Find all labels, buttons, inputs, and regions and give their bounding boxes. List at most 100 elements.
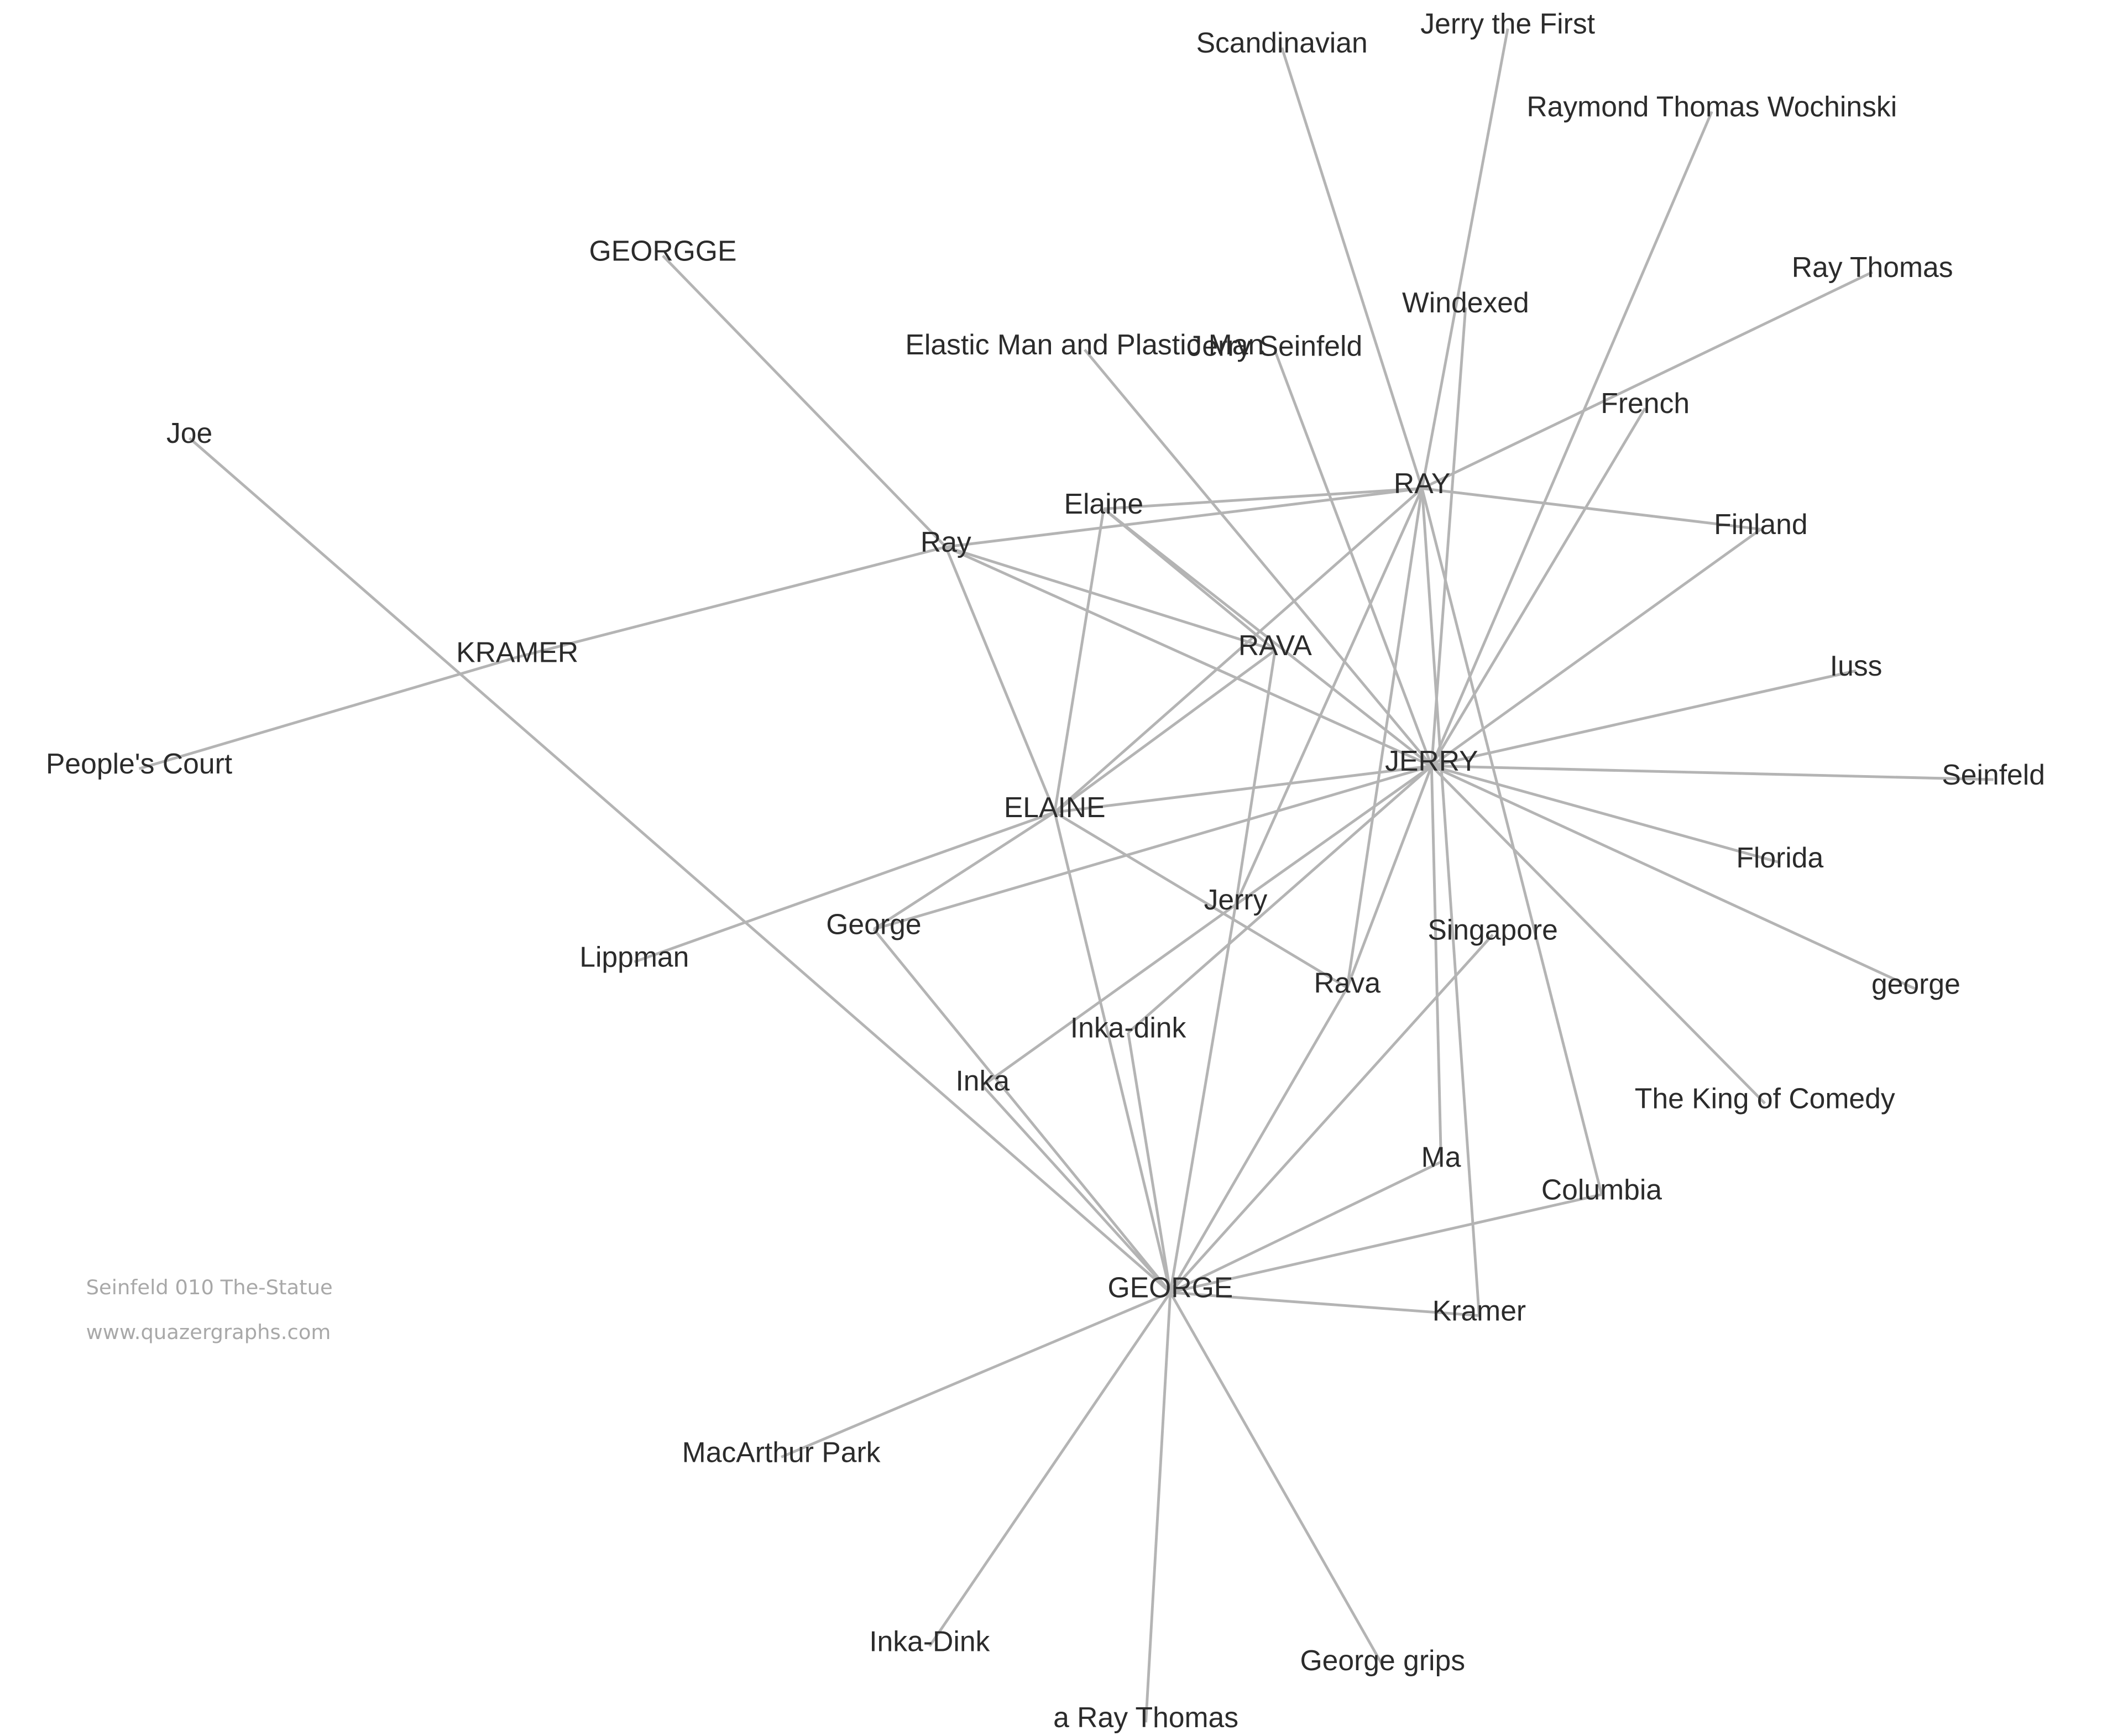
node-label: Finland: [1714, 508, 1807, 540]
node-label: Ray: [921, 526, 971, 558]
edge: [1235, 765, 1432, 906]
edge: [1104, 487, 1423, 510]
edge: [1144, 1292, 1172, 1723]
edge: [1053, 812, 1172, 1293]
edge: [1431, 764, 1994, 781]
node-label: Florida: [1736, 841, 1823, 874]
node-label: Ray Thomas: [1792, 251, 1953, 283]
edge: [1170, 1193, 1602, 1294]
edge: [1346, 765, 1433, 989]
edge: [1280, 47, 1424, 489]
edge: [1420, 28, 1509, 489]
nodes: Scandinavian Jerry the First Raymond Thoma…: [46, 7, 2045, 1733]
node-label: GEORGE: [1107, 1272, 1233, 1304]
node-label: MacArthur Park: [682, 1436, 881, 1468]
node-label: Kramer: [1432, 1294, 1526, 1326]
edge: [1430, 528, 1762, 767]
edge: [1169, 904, 1237, 1293]
node-label: GEORGGE: [589, 234, 737, 266]
edge: [1170, 1291, 1479, 1317]
edge: [1431, 765, 1780, 864]
node-label: Lippman: [579, 941, 689, 973]
edge: [189, 437, 1172, 1294]
edge: [1054, 649, 1276, 814]
edge: [872, 928, 1172, 1294]
node-label: Elaine: [1064, 488, 1143, 520]
edge: [1430, 766, 1443, 1162]
edge: [138, 656, 518, 770]
edge: [873, 811, 1056, 930]
edge: [1431, 765, 1917, 991]
node-label: RAVA: [1238, 629, 1313, 661]
node-label: Inka-dink: [1070, 1011, 1186, 1043]
edge: [945, 546, 1432, 767]
node-label: george: [1871, 968, 1960, 1000]
edge: [1421, 487, 1761, 531]
edge: [1430, 111, 1713, 767]
edge: [634, 811, 1055, 964]
edge: [945, 487, 1423, 548]
edge: [928, 1291, 1172, 1647]
node-label: RAY: [1394, 467, 1450, 499]
node-label: Iuss: [1830, 650, 1883, 682]
edge: [1430, 765, 1766, 1105]
node-label: The King of Comedy: [1635, 1082, 1895, 1114]
node-label: Scandinavian: [1196, 27, 1368, 59]
edge: [1346, 488, 1424, 988]
node-label: Rava: [1314, 966, 1381, 998]
node-label: ELAINE: [1004, 791, 1106, 823]
node-label: People's Court: [46, 747, 232, 780]
node-label: Raymond Thomas Wochinski: [1526, 91, 1897, 123]
edge: [1169, 987, 1348, 1294]
node-label: Jerry Seinfeld: [1188, 330, 1362, 362]
edge: [781, 1291, 1171, 1458]
edge: [1274, 351, 1433, 767]
node-label: Seinfeld: [1942, 759, 2045, 791]
watermark-title: Seinfeld 010 The-Statue: [86, 1275, 333, 1299]
edge: [1169, 1291, 1384, 1666]
node-label: Windexed: [1402, 286, 1529, 318]
edge: [1169, 933, 1494, 1294]
node-label: Singapore: [1427, 913, 1558, 945]
edge: [1169, 1160, 1442, 1294]
edge: [981, 1085, 1172, 1294]
edge: [981, 903, 1237, 1087]
edge: [1234, 488, 1424, 906]
edge: [944, 546, 1056, 813]
edge: [1083, 348, 1433, 767]
node-label: Joe: [166, 417, 212, 449]
node-label: George: [826, 908, 921, 940]
node-label: Inka-Dink: [869, 1625, 990, 1657]
node-label: JERRY: [1385, 745, 1478, 777]
edge: [1127, 765, 1432, 1034]
edge: [1420, 488, 1481, 1316]
node-label: Elastic Man and Plastic Man: [905, 328, 1264, 360]
edge: [945, 545, 1276, 652]
node-label: KRAMER: [456, 636, 578, 668]
edge: [873, 765, 1432, 931]
edge: [1234, 650, 1277, 905]
node-label: Columbia: [1541, 1173, 1662, 1205]
node-label: Ma: [1421, 1141, 1461, 1173]
edge: [1054, 487, 1423, 813]
edge: [1054, 811, 1348, 989]
edge: [1431, 669, 1857, 767]
edge: [1420, 488, 1603, 1195]
node-label: Jerry: [1204, 883, 1268, 916]
node-label: George grips: [1300, 1644, 1465, 1676]
edge: [1053, 508, 1105, 813]
watermark-url: www.quazergraphs.com: [86, 1320, 331, 1344]
node-label: Jerry the First: [1420, 7, 1595, 39]
edge: [1430, 407, 1646, 767]
edge: [1054, 764, 1432, 814]
node-label: French: [1601, 387, 1690, 419]
edge: [1102, 508, 1432, 767]
edge: [1421, 270, 1873, 490]
edge: [1127, 1032, 1172, 1293]
node-label: a Ray Thomas: [1053, 1701, 1238, 1733]
edges: [138, 28, 1994, 1723]
edge: [662, 254, 947, 548]
node-label: Inka: [955, 1064, 1010, 1096]
